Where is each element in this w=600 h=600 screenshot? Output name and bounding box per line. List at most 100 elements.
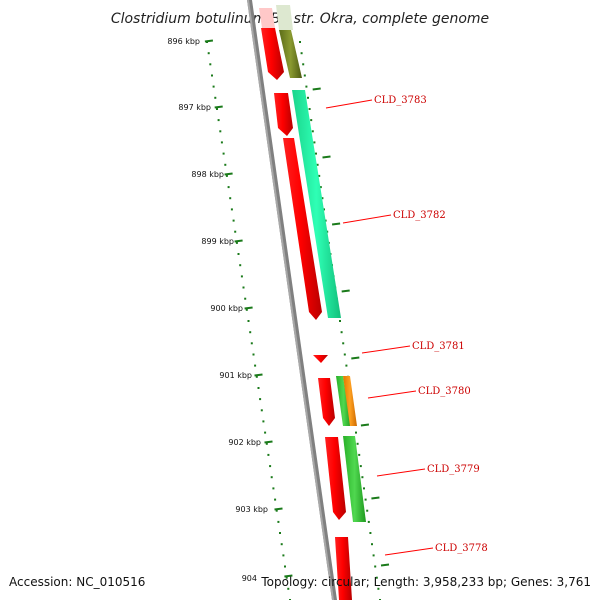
inner-track-dot xyxy=(249,331,252,334)
tick-dash xyxy=(274,507,283,511)
outer-track-dot xyxy=(313,141,316,144)
outer-track-dot xyxy=(377,587,380,590)
outer-track-dot xyxy=(355,431,357,434)
inner-track-dot xyxy=(280,543,283,546)
feature-bar-green-large xyxy=(343,436,366,522)
outer-track-dot xyxy=(316,163,319,166)
inner-track-dot xyxy=(267,453,270,456)
gene-label-cld-3782: CLD_3782 xyxy=(342,210,446,224)
outer-track-dot xyxy=(374,565,377,568)
outer-track-dot xyxy=(343,353,346,356)
inner-track-dot xyxy=(287,587,290,590)
gene-label-cld-3783: CLD_3783 xyxy=(325,95,427,109)
inner-track-dot xyxy=(222,152,225,155)
inner-track-dot xyxy=(220,141,223,144)
cds-track xyxy=(259,8,352,600)
inner-track-dot xyxy=(260,409,263,412)
cds-arrow-4 xyxy=(318,378,335,426)
cds-arrow-3 xyxy=(283,138,322,320)
inner-track-dot xyxy=(247,320,250,322)
outer-track-dot xyxy=(305,85,308,88)
cds-arrow-5 xyxy=(325,437,346,520)
outer-track-dot xyxy=(311,130,314,133)
inner-track-dot xyxy=(255,375,258,378)
outer-track-dot xyxy=(369,532,372,534)
genome-summary-text: Topology: circular; Length: 3,958,233 bp… xyxy=(260,575,591,589)
inner-track-dot xyxy=(232,219,235,222)
outer-track-dot xyxy=(300,52,303,55)
outer-track-dot xyxy=(367,520,370,523)
inner-track-dot xyxy=(259,398,262,401)
feature-bar-olive xyxy=(279,30,302,78)
inner-track-dot xyxy=(212,85,215,88)
outer-track-dot xyxy=(319,186,322,189)
outer-track-dot xyxy=(371,543,373,546)
accession-text: Accession: NC_010516 xyxy=(9,575,145,589)
inner-track-dot xyxy=(227,186,230,189)
outer-track-dot xyxy=(323,208,325,211)
inner-track-dot xyxy=(239,264,242,267)
feature-bar-mint xyxy=(292,90,341,318)
outer-track-dot xyxy=(363,487,365,490)
inner-track-dot xyxy=(242,286,245,289)
outer-tick-dash xyxy=(360,423,370,427)
inner-track-dot xyxy=(285,576,288,579)
outer-track-dot xyxy=(364,498,367,501)
inner-track-dot xyxy=(262,420,265,423)
inner-track-dot xyxy=(237,253,240,255)
outer-tick-dash xyxy=(371,496,380,500)
gene-label-text: CLD_3779 xyxy=(427,464,480,475)
tick-label: 900 kbp xyxy=(210,304,243,313)
outer-track-dot xyxy=(310,119,313,122)
inner-track-dot xyxy=(230,208,233,211)
feature-bar-pale-green xyxy=(276,5,293,30)
outer-track-dot xyxy=(345,364,348,367)
inner-track-dot xyxy=(252,353,255,356)
tick-label: 903 kbp xyxy=(235,505,268,514)
gene-label-cld-3780: CLD_3780 xyxy=(367,386,471,399)
gene-label-cld-3779: CLD_3779 xyxy=(376,464,480,477)
gene-label-text: CLD_3780 xyxy=(418,386,471,397)
outer-track-dot xyxy=(366,509,369,512)
cds-arrow-pink xyxy=(259,8,275,28)
tick-dash xyxy=(284,574,293,578)
gene-label-text: CLD_3782 xyxy=(393,210,446,221)
inner-track-dot xyxy=(216,108,218,110)
outer-track-dot xyxy=(308,108,311,110)
inner-track-dot xyxy=(269,465,272,468)
inner-track-dot xyxy=(211,74,213,77)
inner-track-dot xyxy=(244,297,247,300)
feature-track xyxy=(276,5,366,522)
inner-track-dot xyxy=(284,565,286,568)
outer-tick-dash xyxy=(331,222,341,226)
feature-bar-green-small xyxy=(336,376,351,426)
outer-tick-dash xyxy=(322,155,331,159)
inner-track-dot xyxy=(217,119,220,122)
inner-track-dot xyxy=(275,509,278,512)
inner-track-dot xyxy=(272,487,275,490)
tick-dash xyxy=(204,39,214,43)
genome-backbone xyxy=(247,0,337,600)
gene-label-text: CLD_3778 xyxy=(435,543,488,554)
cds-arrow-2 xyxy=(274,93,293,136)
genome-title: Clostridium botulinum B1 str. Okra, comp… xyxy=(111,11,489,27)
inner-track-dot xyxy=(229,197,232,200)
inner-track-dot xyxy=(224,163,227,166)
tick-dash xyxy=(264,440,273,444)
inner-track-dot xyxy=(240,275,243,278)
tick-label: 897 kbp xyxy=(178,103,211,112)
tick-marks xyxy=(204,39,293,578)
tick-label: 898 kbp xyxy=(191,170,224,179)
inner-track-dot xyxy=(279,532,281,534)
inner-track-dot xyxy=(277,520,280,523)
outer-track-dot xyxy=(359,465,362,468)
inner-track-dot xyxy=(214,96,217,99)
outer-tick-dash xyxy=(312,87,321,91)
tick-dash xyxy=(234,239,243,243)
cds-arrow-small xyxy=(313,355,328,363)
inner-track-dot xyxy=(274,498,277,501)
inner-track-dot xyxy=(219,130,222,133)
inner-track-dot xyxy=(207,52,210,55)
inner-track-dot xyxy=(254,364,257,367)
outer-track-dot xyxy=(302,63,305,66)
